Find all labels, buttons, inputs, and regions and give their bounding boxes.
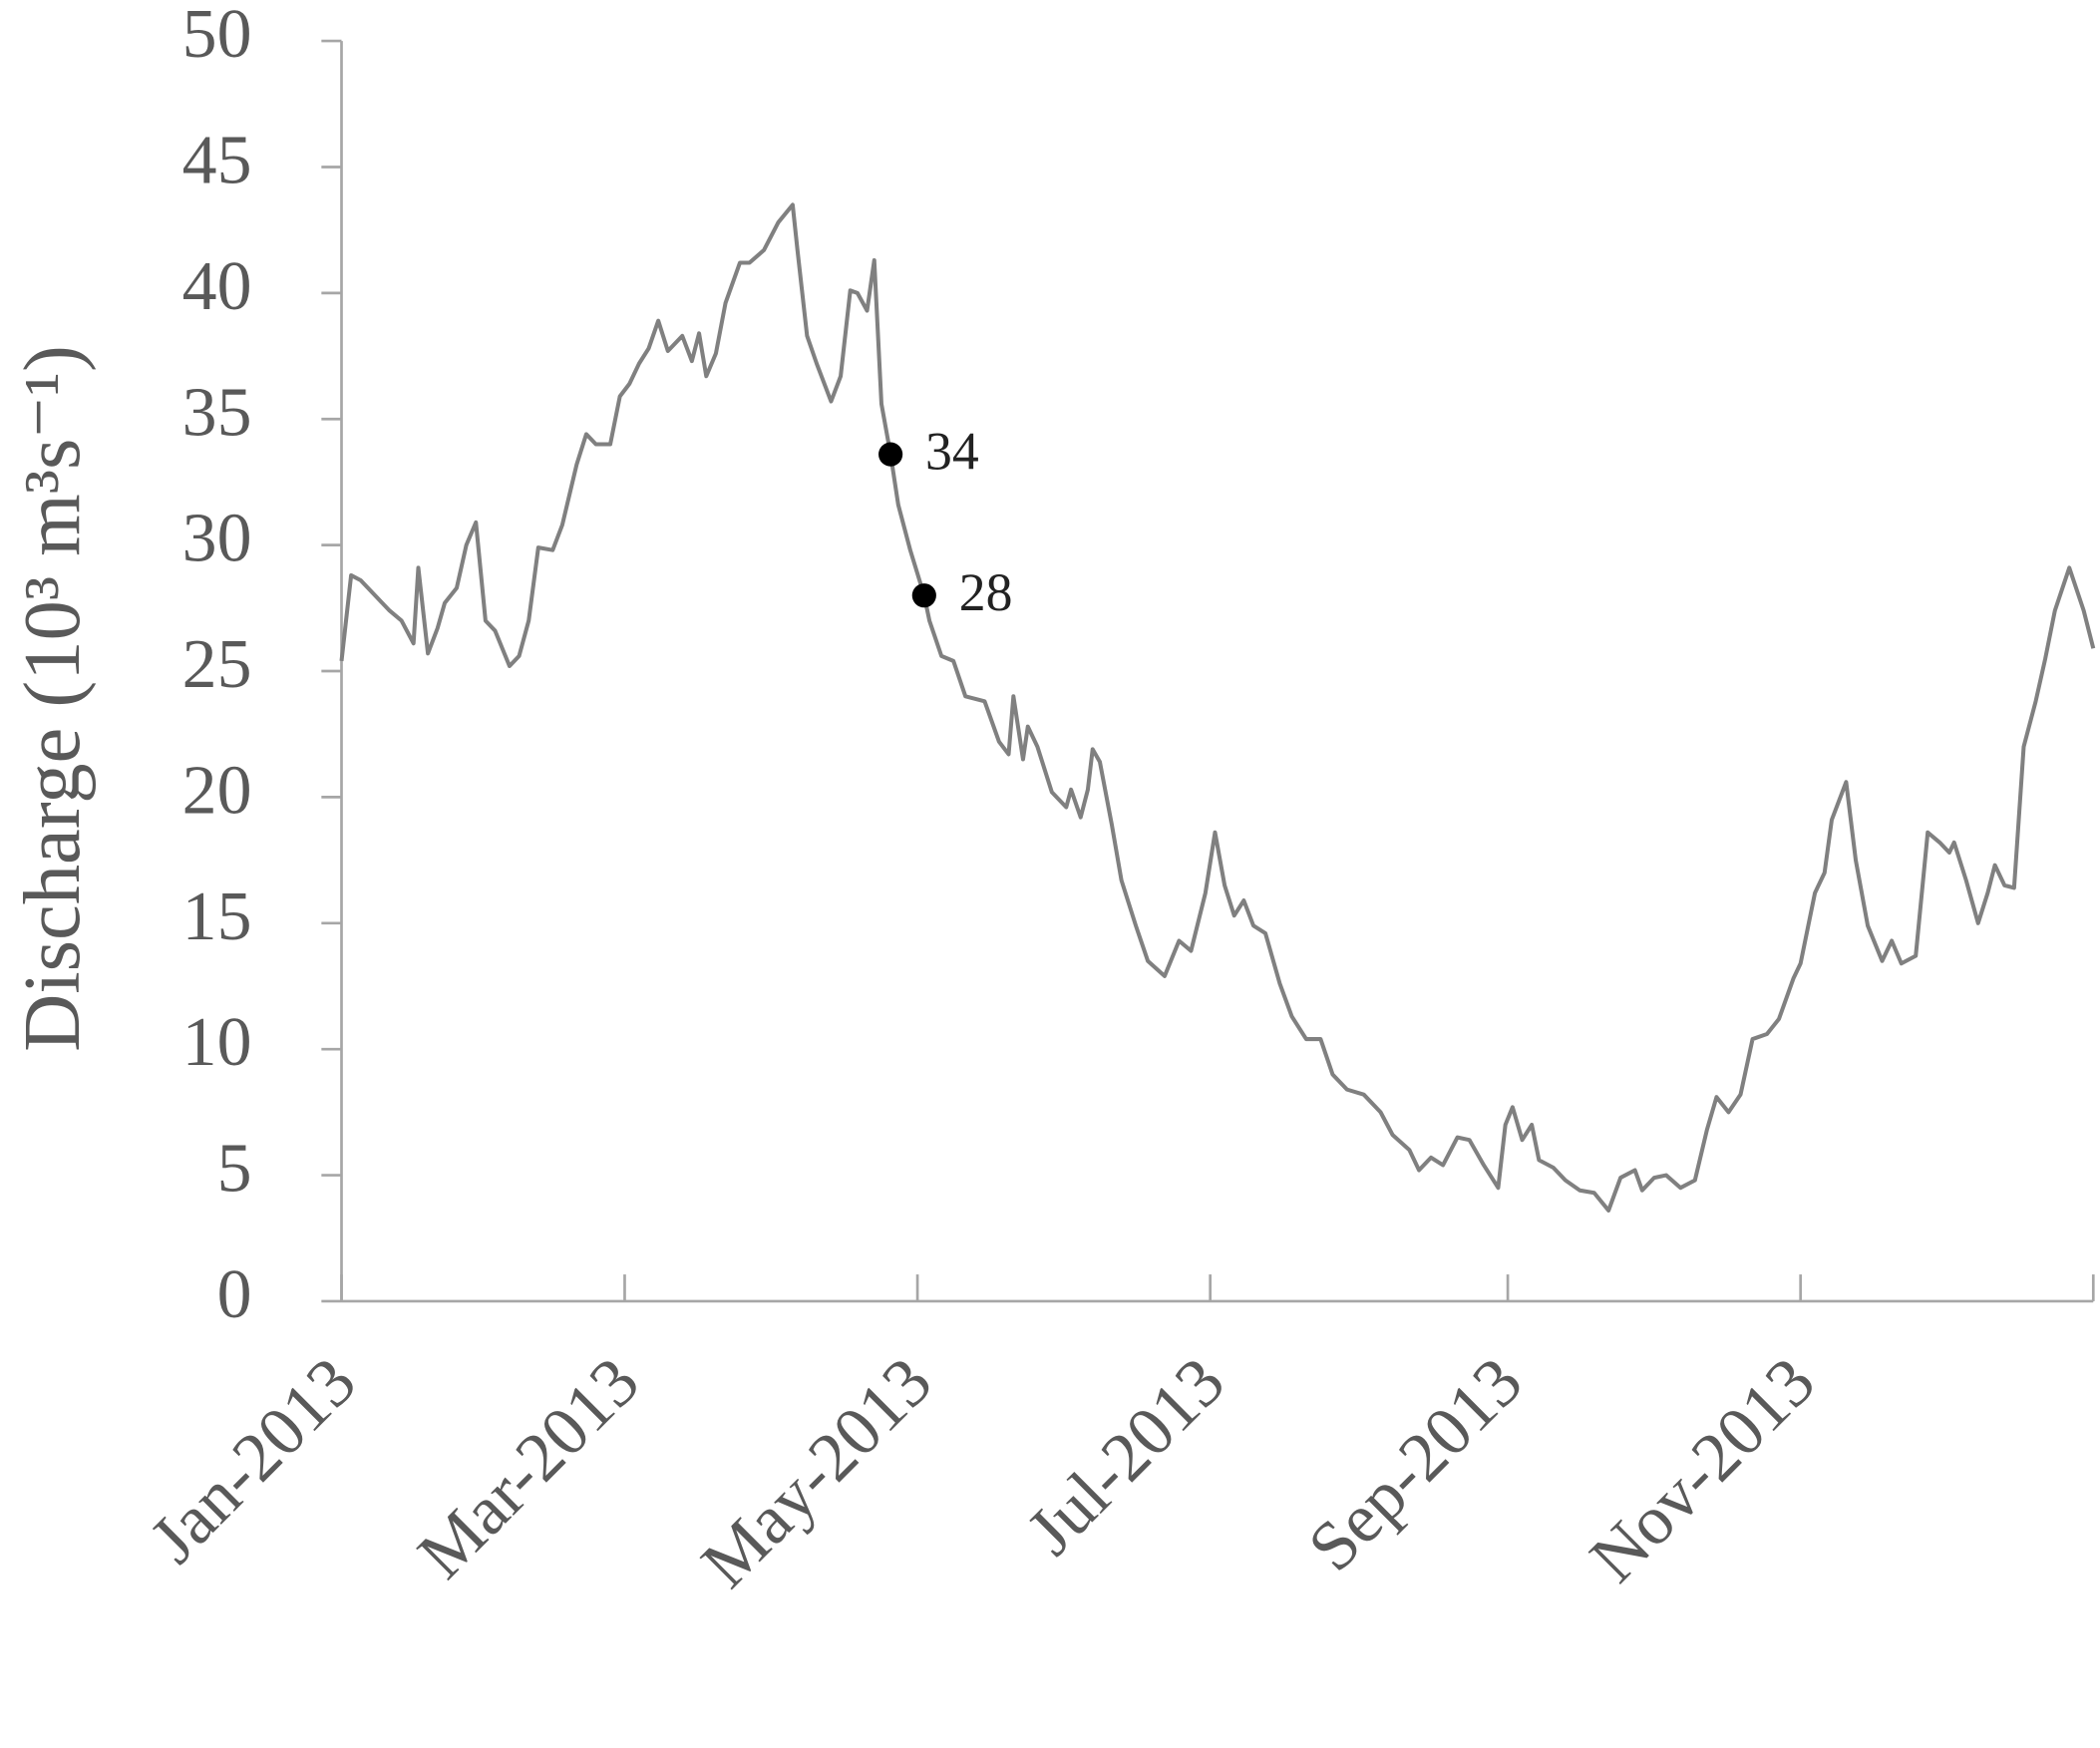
y-tick-label: 35 [182,374,252,451]
data-label: 34 [925,422,979,482]
marker [911,583,936,608]
x-tick-label: Jan-2013 [136,1343,370,1577]
y-tick-label: 25 [182,626,252,703]
x-tick-label: Jul-2013 [1013,1343,1239,1570]
y-tick-label: 40 [182,248,252,325]
marker [878,442,903,467]
y-tick-label: 15 [182,878,252,955]
y-tick-label: 5 [217,1131,252,1208]
y-tick-label: 30 [182,501,252,577]
x-tick-label: May-2013 [687,1343,946,1602]
discharge-line [339,202,2096,1213]
y-axis-label: Discharge (10³ m³s⁻¹) [8,345,97,1052]
y-tick-label: 0 [217,1256,252,1333]
x-tick-label: Nov-2013 [1575,1343,1830,1597]
data-label: 28 [959,562,1013,622]
y-tick-label: 20 [182,752,252,829]
y-tick-label: 45 [182,123,252,199]
y-tick-label: 10 [182,1004,252,1081]
x-tick-label: Mar-2013 [404,1343,654,1593]
y-tick-label: 50 [182,0,252,73]
x-tick-label: Sep-2013 [1294,1343,1538,1586]
